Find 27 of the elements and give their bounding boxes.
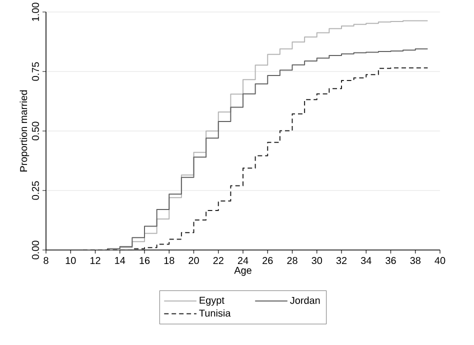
legend-label: Jordan bbox=[290, 296, 320, 304]
x-tick-label: 38 bbox=[410, 257, 420, 264]
x-tick-label: 18 bbox=[164, 257, 174, 264]
x-tick-label: 20 bbox=[188, 257, 199, 264]
x-tick-label: 30 bbox=[312, 257, 322, 264]
x-tick-label: 14 bbox=[115, 257, 126, 264]
x-tick-label: 26 bbox=[262, 257, 273, 264]
x-tick-label: 24 bbox=[238, 257, 248, 264]
x-tick-label: 10 bbox=[66, 257, 76, 264]
x-tick-label: 8 bbox=[44, 257, 48, 264]
y-tick-label: 0.00 bbox=[32, 240, 39, 260]
x-tick-label: 28 bbox=[287, 257, 298, 264]
x-tick-label: 34 bbox=[360, 257, 372, 264]
y-tick-label: 0.50 bbox=[32, 122, 39, 140]
legend-label: Tunisia bbox=[199, 309, 231, 317]
y-tick-label: 0.75 bbox=[32, 62, 39, 81]
x-tick-label: 22 bbox=[213, 257, 224, 264]
x-tick-label: 32 bbox=[336, 257, 347, 264]
legend-label: Egypt bbox=[200, 296, 224, 306]
x-tick-label: 40 bbox=[434, 257, 446, 264]
x-axis-title: Age bbox=[234, 266, 252, 276]
x-tick-label: 36 bbox=[386, 257, 396, 264]
y-tick-label: 1.00 bbox=[32, 2, 39, 21]
y-tick-label: 0.25 bbox=[32, 181, 39, 200]
x-tick-label: 12 bbox=[90, 257, 100, 264]
x-tick-label: 16 bbox=[140, 257, 150, 264]
y-axis-title: Proportion married bbox=[20, 90, 30, 172]
